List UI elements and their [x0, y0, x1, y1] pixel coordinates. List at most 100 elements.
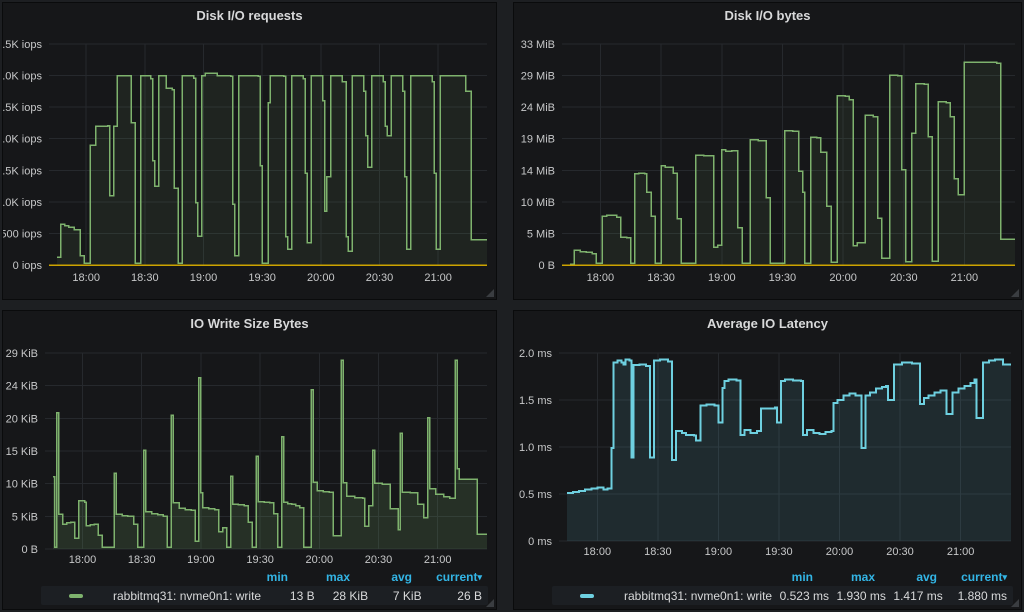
svg-text:0 ms: 0 ms: [528, 536, 552, 548]
svg-text:14 MiB: 14 MiB: [521, 165, 555, 177]
svg-text:3.5K iops: 3.5K iops: [3, 39, 42, 51]
stat-current-value: 1.880 ms: [957, 588, 1007, 603]
average-io-latency-graph[interactable]: 0 ms 0.5 ms 1.0 ms 1.5 ms 2.0 ms 18:00 18:30 19…: [514, 311, 1021, 609]
svg-text:0 iops: 0 iops: [13, 260, 43, 272]
sort-caret-down-icon: ▾: [477, 572, 482, 582]
series-label[interactable]: rabbitmq31: nvme0n1: write: [624, 588, 773, 603]
legend-sort-avg[interactable]: avg: [916, 570, 937, 584]
panel-io-write-size-bytes: IO Write Size Bytes 0 B 5 KiB 10 KiB 15 KiB…: [2, 310, 497, 610]
svg-text:20 KiB: 20 KiB: [6, 413, 38, 425]
svg-text:1.0 ms: 1.0 ms: [519, 442, 553, 454]
disk-io-requests-graph[interactable]: 0 iops 500 iops 1.0K iops 1.5K iops 2.0K iop…: [3, 3, 496, 299]
legend-sort-current[interactable]: current▾: [961, 570, 1007, 584]
panel-resize-handle[interactable]: [1011, 289, 1019, 297]
svg-text:21:00: 21:00: [424, 554, 452, 566]
svg-text:0 B: 0 B: [21, 544, 38, 556]
legend-sort-avg[interactable]: avg: [391, 570, 412, 584]
svg-text:21:00: 21:00: [951, 272, 979, 284]
svg-text:20:00: 20:00: [826, 546, 854, 558]
series-color-swatch[interactable]: [580, 593, 594, 598]
svg-text:20:00: 20:00: [307, 272, 335, 284]
svg-text:18:30: 18:30: [128, 554, 156, 566]
svg-text:20:30: 20:30: [365, 554, 393, 566]
panel-resize-handle[interactable]: [486, 289, 494, 297]
stat-max-value: 1.930 ms: [836, 588, 886, 603]
svg-text:2.0 ms: 2.0 ms: [519, 348, 553, 360]
legend-stat-headers: min max avg current▾: [514, 569, 1021, 585]
svg-text:19:30: 19:30: [769, 272, 797, 284]
svg-text:500 iops: 500 iops: [3, 228, 42, 240]
svg-text:18:30: 18:30: [647, 272, 675, 284]
svg-text:15 KiB: 15 KiB: [6, 446, 38, 458]
svg-text:18:30: 18:30: [131, 272, 159, 284]
legend-sort-max[interactable]: max: [325, 570, 350, 584]
stat-avg-value: 1.417 ms: [893, 588, 943, 603]
svg-text:29 KiB: 29 KiB: [6, 348, 38, 360]
svg-text:20:30: 20:30: [890, 272, 918, 284]
svg-text:10 MiB: 10 MiB: [521, 197, 555, 209]
svg-text:1.0K iops: 1.0K iops: [3, 197, 42, 209]
svg-text:0.5 ms: 0.5 ms: [519, 489, 553, 501]
graph-legend: min max avg current▾ rabbitmq31: nvme0n1…: [514, 569, 1021, 607]
svg-text:20:30: 20:30: [886, 546, 914, 558]
svg-text:21:00: 21:00: [424, 272, 452, 284]
io-write-size-graph[interactable]: 0 B 5 KiB 10 KiB 15 KiB 20 KiB 24 KiB 29 KiB 18…: [3, 311, 496, 609]
legend-stat-headers: min max avg current▾: [3, 569, 496, 585]
svg-text:2.5K iops: 2.5K iops: [3, 102, 42, 114]
svg-text:20:00: 20:00: [306, 554, 334, 566]
svg-text:19:30: 19:30: [246, 554, 274, 566]
stat-min-value: 13 B: [289, 588, 315, 603]
svg-text:20:30: 20:30: [366, 272, 394, 284]
series-label[interactable]: rabbitmq31: nvme0n1: write: [113, 588, 262, 603]
svg-text:19:00: 19:00: [708, 272, 736, 284]
stat-avg-value: 7 KiB: [392, 588, 422, 603]
stat-max-value: 28 KiB: [332, 588, 369, 603]
svg-text:18:00: 18:00: [69, 554, 97, 566]
svg-text:10 KiB: 10 KiB: [6, 479, 38, 491]
svg-text:24 MiB: 24 MiB: [521, 102, 555, 114]
svg-text:21:00: 21:00: [947, 546, 975, 558]
svg-text:5 MiB: 5 MiB: [527, 228, 555, 240]
panel-disk-io-bytes: Disk I/O bytes 0 B 5 MiB 10 MiB 14 MiB 19 Mi…: [513, 2, 1022, 300]
svg-text:18:30: 18:30: [644, 546, 672, 558]
sort-caret-down-icon: ▾: [1002, 572, 1007, 582]
graph-legend: min max avg current▾ rabbitmq31: nvme0n1…: [3, 569, 496, 607]
legend-sort-current[interactable]: current▾: [436, 570, 482, 584]
svg-text:19 MiB: 19 MiB: [521, 134, 555, 146]
panel-title[interactable]: IO Write Size Bytes: [190, 316, 309, 331]
svg-text:24 KiB: 24 KiB: [6, 381, 38, 393]
panel-title[interactable]: Disk I/O bytes: [724, 8, 811, 23]
svg-text:1.5 ms: 1.5 ms: [519, 395, 553, 407]
svg-text:19:00: 19:00: [187, 554, 215, 566]
svg-text:33 MiB: 33 MiB: [521, 39, 555, 51]
svg-text:19:30: 19:30: [248, 272, 276, 284]
legend-series-row: rabbitmq31: nvme0n1: write 13 B 28 KiB 7…: [41, 586, 488, 605]
series-color-swatch[interactable]: [69, 593, 83, 598]
disk-io-bytes-graph[interactable]: 0 B 5 MiB 10 MiB 14 MiB 19 MiB 24 MiB 29 MiB 33…: [514, 3, 1021, 299]
legend-sort-min[interactable]: min: [266, 570, 288, 584]
svg-text:19:00: 19:00: [190, 272, 218, 284]
panel-title[interactable]: Disk I/O requests: [196, 8, 303, 23]
svg-text:20:00: 20:00: [829, 272, 857, 284]
svg-text:5 KiB: 5 KiB: [12, 511, 38, 523]
legend-sort-min[interactable]: min: [791, 570, 813, 584]
legend-sort-max[interactable]: max: [850, 570, 875, 584]
stat-min-value: 0.523 ms: [779, 588, 829, 603]
legend-series-row: rabbitmq31: nvme0n1: write 0.523 ms 1.93…: [552, 586, 1013, 605]
stat-current-value: 26 B: [457, 588, 482, 603]
panel-title[interactable]: Average IO Latency: [707, 316, 828, 331]
panel-resize-handle[interactable]: [1011, 599, 1019, 607]
svg-text:18:00: 18:00: [587, 272, 615, 284]
svg-text:1.5K iops: 1.5K iops: [3, 165, 42, 177]
svg-text:18:00: 18:00: [584, 546, 612, 558]
svg-text:3.0K iops: 3.0K iops: [3, 71, 42, 83]
panel-resize-handle[interactable]: [486, 599, 494, 607]
svg-text:18:00: 18:00: [72, 272, 100, 284]
svg-text:19:00: 19:00: [705, 546, 733, 558]
svg-text:0 B: 0 B: [538, 260, 555, 272]
svg-text:29 MiB: 29 MiB: [521, 71, 555, 83]
panel-average-io-latency: Average IO Latency 0 ms 0.5 ms 1.0 ms 1.5 m…: [513, 310, 1022, 610]
panel-disk-io-requests: Disk I/O requests 0 iops 500 iops 1.0K iop…: [2, 2, 497, 300]
svg-text:19:30: 19:30: [765, 546, 793, 558]
svg-text:2.0K iops: 2.0K iops: [3, 134, 42, 146]
